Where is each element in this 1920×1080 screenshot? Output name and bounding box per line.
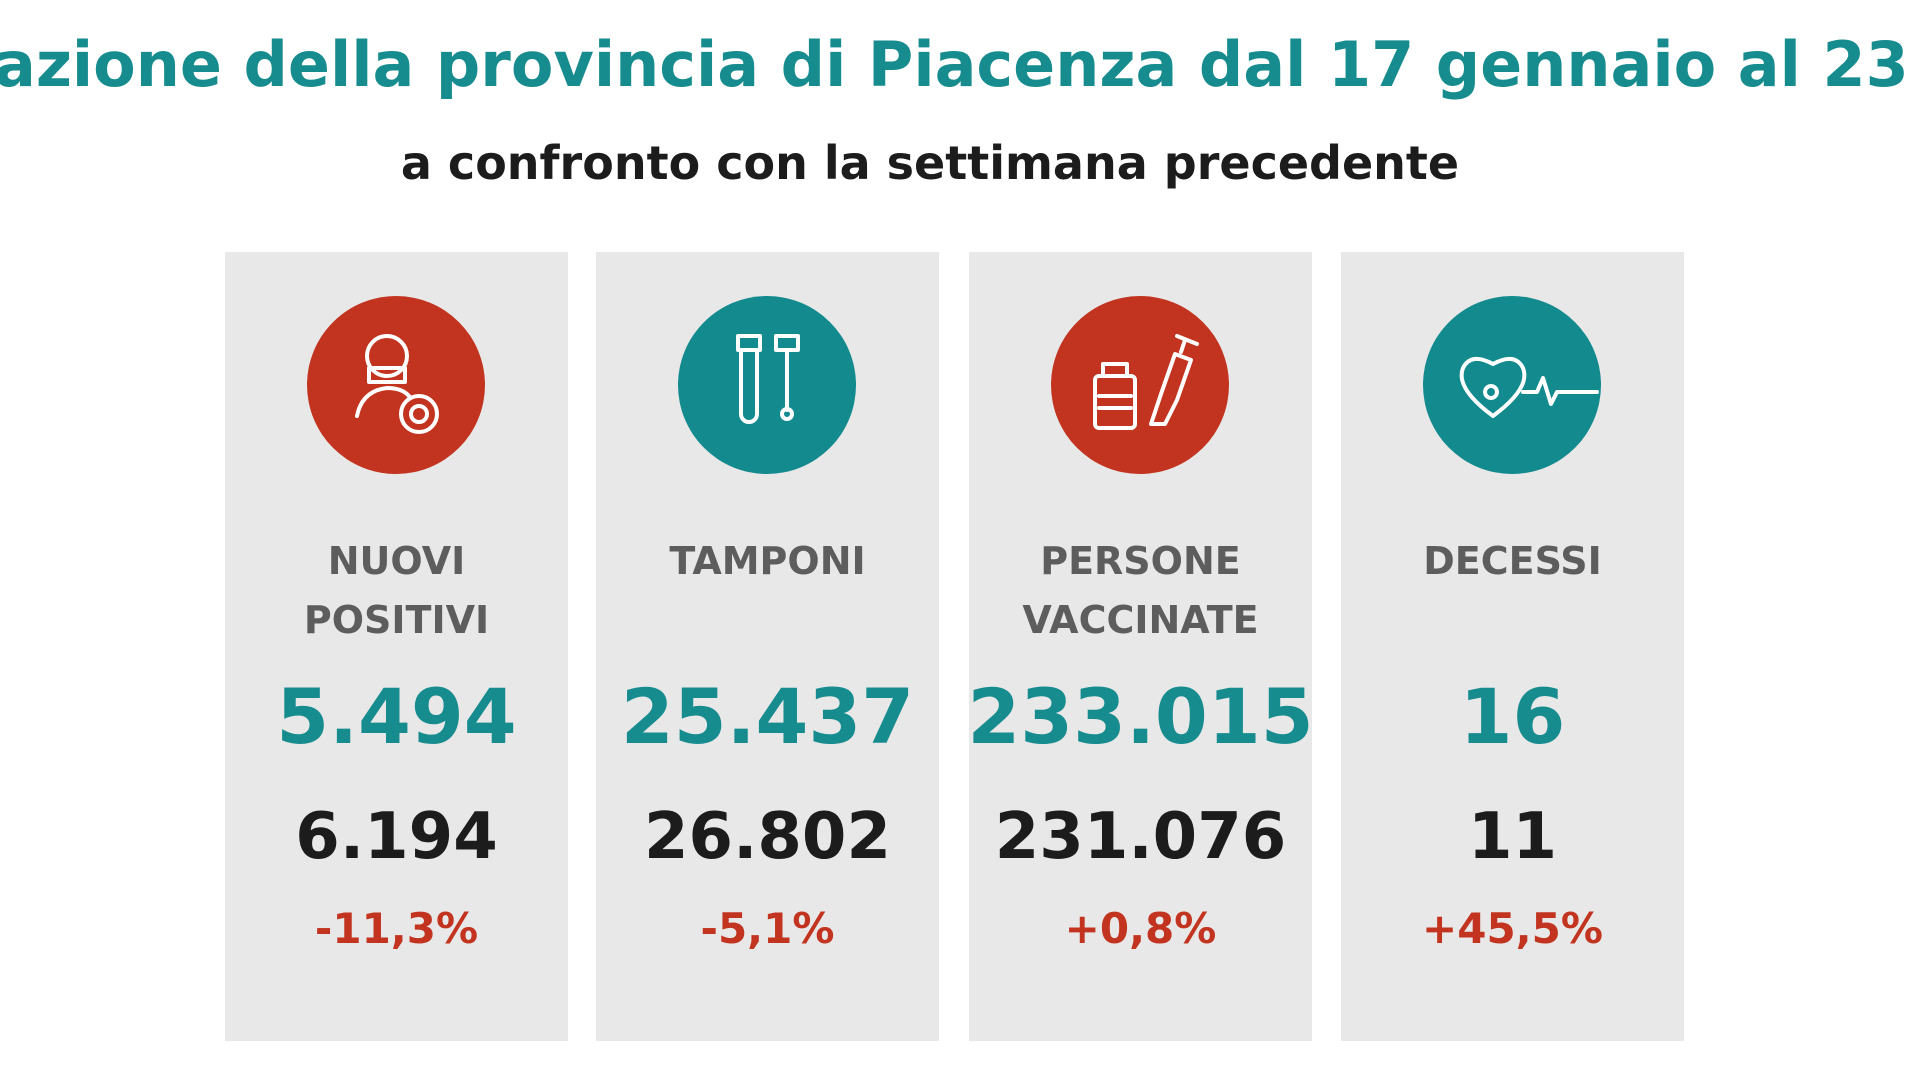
subtitle: a confronto con la settimana precedente: [400, 136, 1460, 190]
stat-label: PERSONE VACCINATE: [969, 532, 1312, 650]
stat-card: PERSONE VACCINATE 233.015 231.076 +0,8%: [967, 252, 1314, 1041]
icon: [1423, 296, 1601, 474]
title: azione della provincia di Piacenza dal 1…: [0, 28, 1920, 101]
icon-graphic: [1459, 356, 1599, 418]
stat-label: NUOVI POSITIVI: [225, 532, 568, 650]
label-line: DECESSI: [1423, 539, 1602, 583]
label-line: NUOVI: [327, 539, 466, 583]
percent-change: +45,5%: [1422, 904, 1603, 953]
stat-label: DECESSI: [1341, 532, 1684, 591]
label-line: VACCINATE: [1022, 598, 1259, 642]
stat-card: NUOVI POSITIVI 5.494 6.194 -11,3%: [225, 252, 568, 1041]
stat-card: DECESSI 16 11 +45,5%: [1341, 252, 1684, 1041]
label-line: TAMPONI: [669, 539, 866, 583]
current-value: 25.437: [620, 672, 915, 761]
percent-change: -11,3%: [314, 904, 479, 953]
percent-change: +0,8%: [1064, 904, 1217, 953]
current-value: 5.494: [276, 672, 517, 761]
icon-graphic: [355, 334, 439, 434]
previous-value: 26.802: [644, 800, 891, 874]
previous-value: 231.076: [994, 800, 1287, 874]
stat-card: TAMPONI 25.437 26.802 -5,1%: [596, 252, 939, 1041]
previous-value: 11: [1467, 800, 1558, 874]
label-line: PERSONE: [1040, 539, 1241, 583]
stat-label: TAMPONI: [596, 532, 939, 591]
icon: [307, 296, 485, 474]
previous-value: 6.194: [295, 800, 498, 874]
percent-change: -5,1%: [700, 904, 835, 953]
icon-graphic: [1093, 334, 1199, 430]
label-line: POSITIVI: [303, 598, 490, 642]
icon: [1051, 296, 1229, 474]
icon: [678, 296, 856, 474]
icon-graphic: [736, 334, 800, 424]
current-value: 16: [1459, 672, 1566, 761]
current-value: 233.015: [967, 672, 1314, 761]
